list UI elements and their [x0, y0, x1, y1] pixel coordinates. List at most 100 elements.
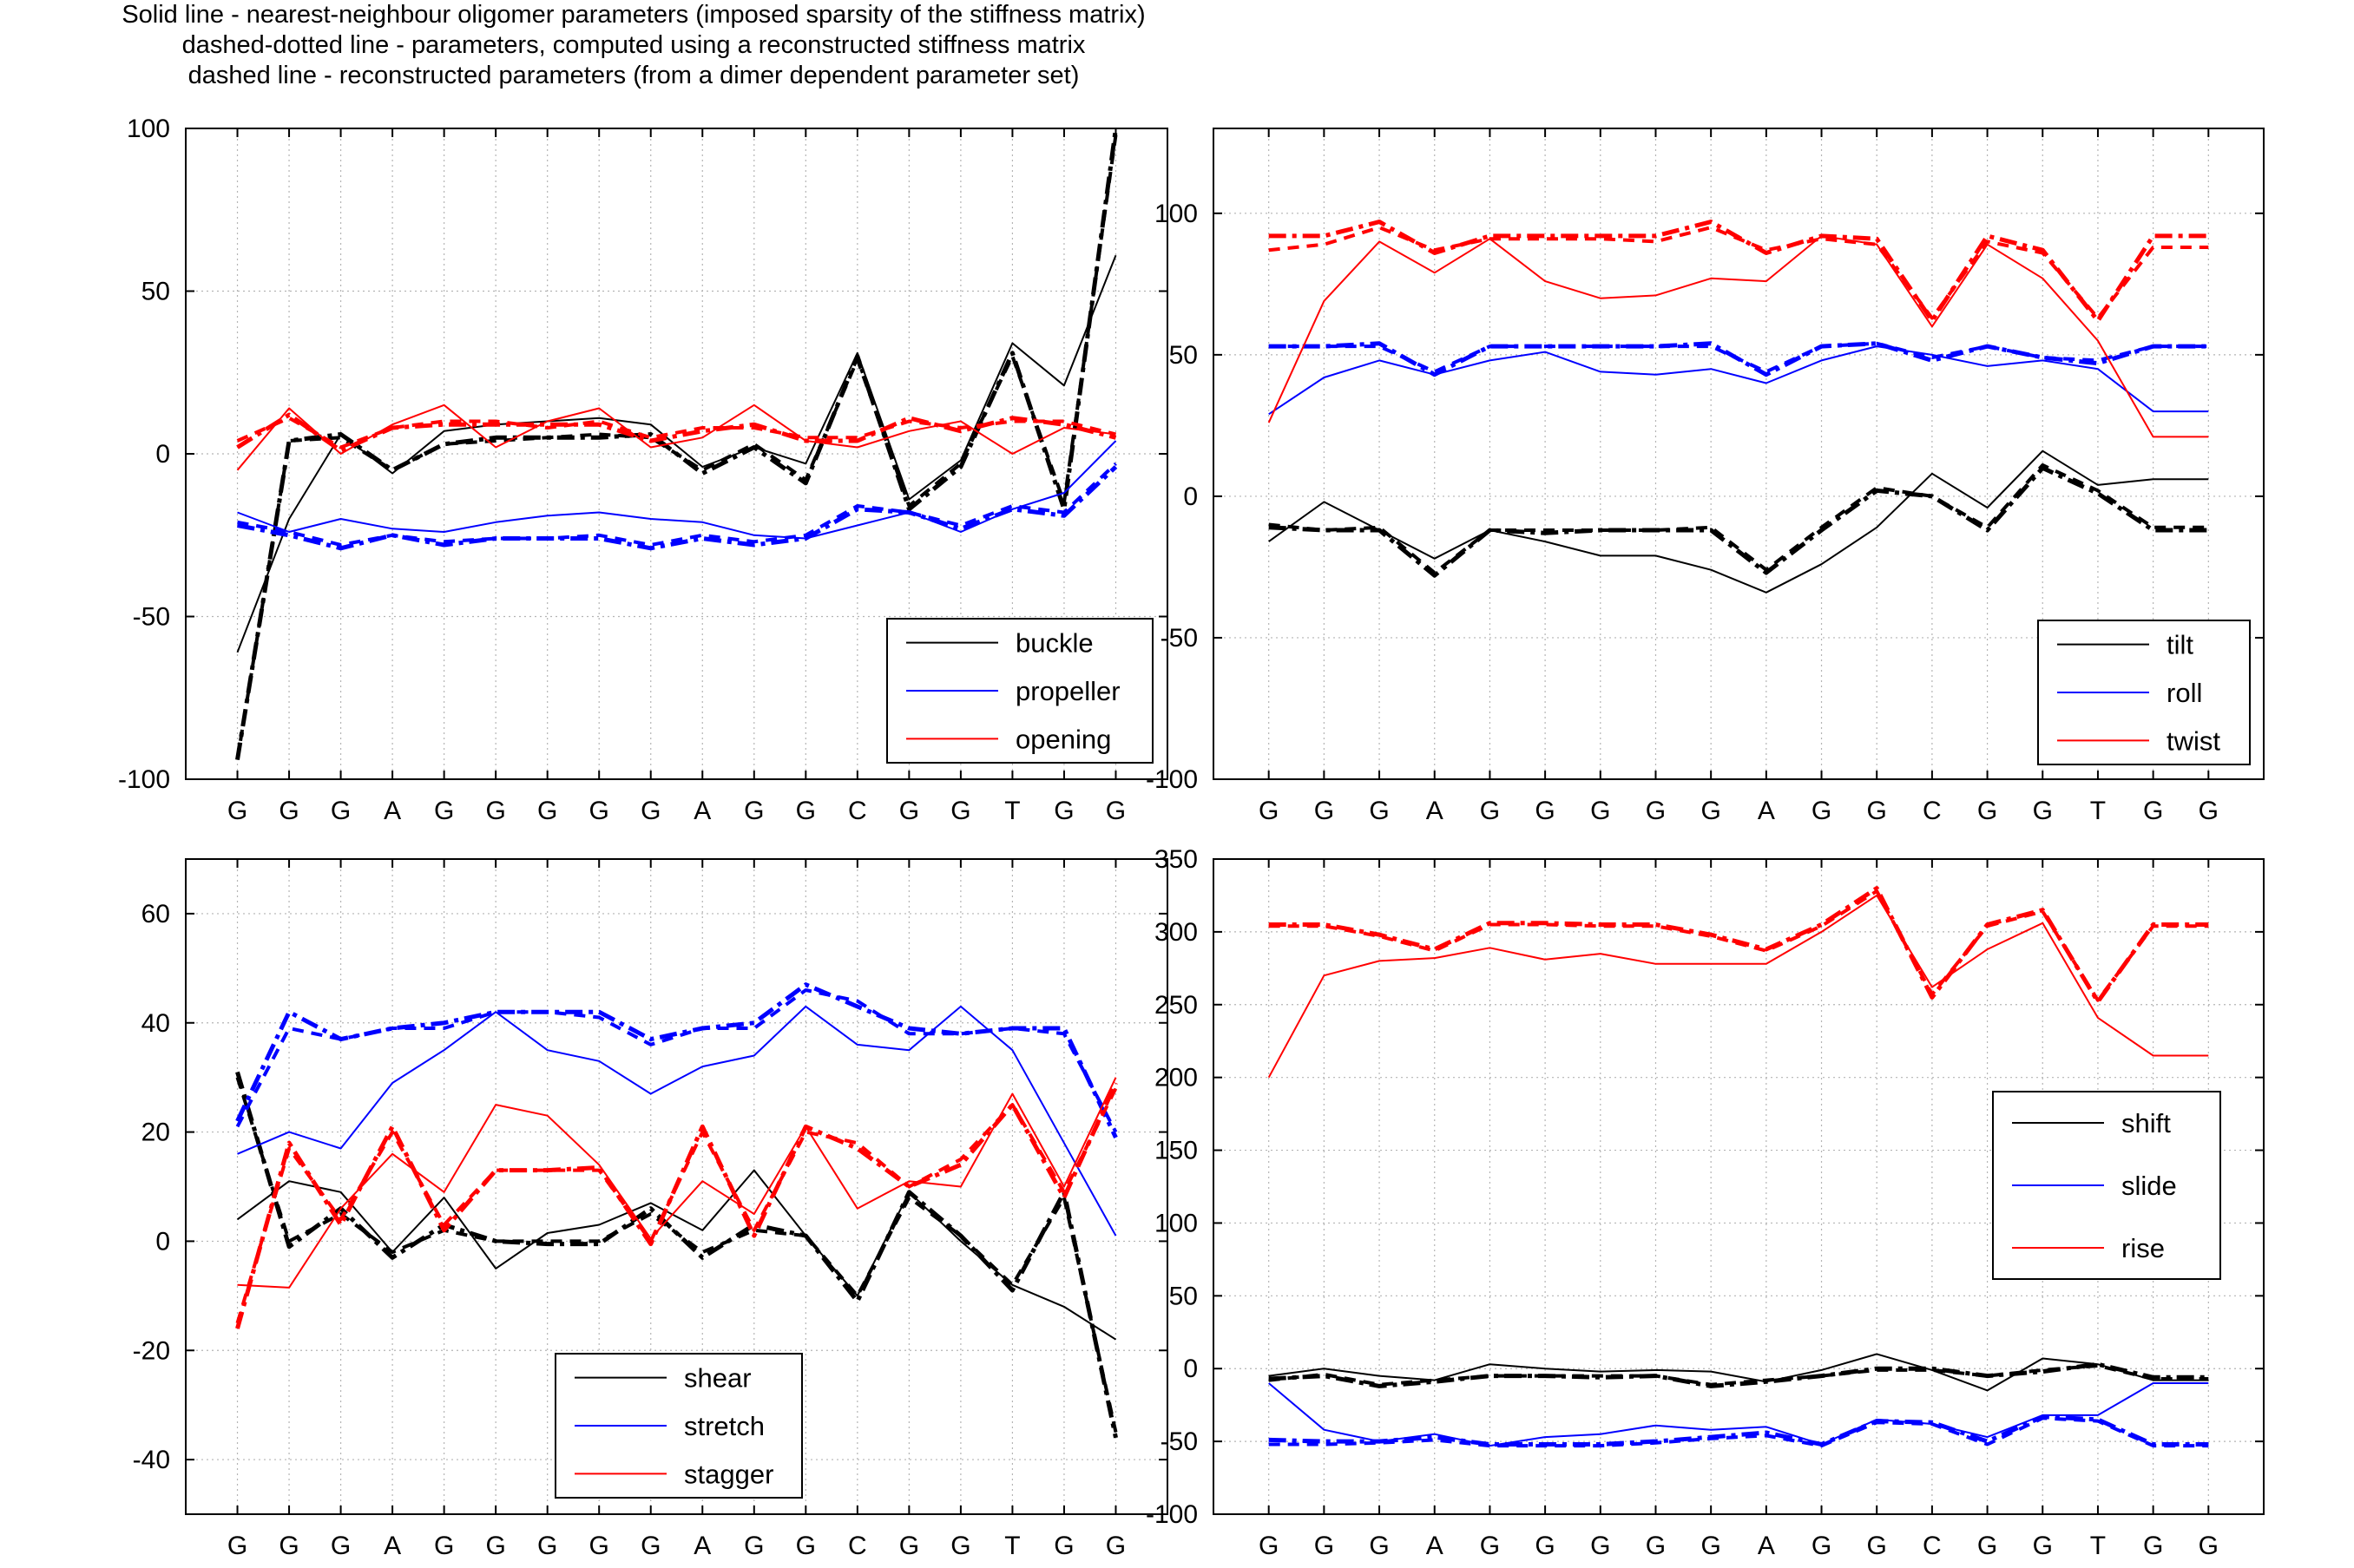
- x-tick-label: G: [1867, 797, 1887, 825]
- x-tick-label: G: [331, 1532, 351, 1560]
- x-tick-label: G: [1590, 1532, 1610, 1560]
- series-line-stagger-dashdot: [235, 1081, 1118, 1329]
- series-line-tilt-solid: [1268, 449, 2209, 594]
- x-tick-label: G: [950, 1532, 970, 1560]
- x-tick-label: G: [1106, 797, 1126, 825]
- y-tick-label: 150: [1154, 1137, 1198, 1165]
- x-tick-label: G: [537, 1532, 557, 1560]
- x-tick-label: G: [899, 797, 919, 825]
- y-tick-label: -50: [1161, 624, 1198, 653]
- y-tick-label: -40: [133, 1446, 170, 1474]
- series-line-roll-solid: [1268, 345, 2209, 416]
- x-tick-label: G: [434, 797, 454, 825]
- x-tick-label: C: [1923, 1532, 1942, 1560]
- x-tick-label: G: [796, 797, 816, 825]
- series-line-slide-dashed: [1268, 1416, 2209, 1448]
- y-tick-label: -100: [1146, 765, 1198, 794]
- y-tick-label: -100: [118, 765, 170, 794]
- y-tick-label: -20: [133, 1336, 170, 1365]
- x-tick-label: G: [1535, 797, 1555, 825]
- series-line-shear-dashed: [235, 1077, 1118, 1434]
- x-tick-label: G: [2143, 1532, 2163, 1560]
- x-tick-label: G: [1480, 797, 1500, 825]
- x-tick-label: G: [485, 797, 505, 825]
- series-line-twist-solid: [1267, 234, 2209, 438]
- x-tick-label: G: [1812, 797, 1831, 825]
- x-tick-label: G: [1369, 1532, 1389, 1560]
- legend-label-tilt: tilt: [2167, 630, 2193, 660]
- x-tick-label: C: [848, 797, 867, 825]
- legend-label-slide: slide: [2121, 1171, 2177, 1201]
- x-tick-label: G: [1977, 1532, 1997, 1560]
- legend-label-opening: opening: [1016, 724, 1111, 754]
- y-tick-label: 60: [141, 900, 170, 928]
- x-tick-label: A: [384, 797, 401, 825]
- series-line-propeller-solid: [237, 440, 1117, 540]
- legend-label-stagger: stagger: [684, 1459, 773, 1489]
- x-tick-label: T: [1004, 797, 1020, 825]
- x-tick-label: G: [1054, 1532, 1074, 1560]
- x-tick-label: G: [589, 1532, 609, 1560]
- y-tick-label: 100: [1154, 1209, 1198, 1237]
- series-line-stagger-dashed: [235, 1087, 1118, 1324]
- y-tick-label: 40: [141, 1009, 170, 1038]
- y-tick-label: 100: [1154, 200, 1198, 228]
- legend-label-twist: twist: [2167, 725, 2220, 756]
- x-tick-label: G: [1259, 797, 1279, 825]
- x-tick-label: A: [1426, 1532, 1443, 1560]
- x-tick-label: G: [1977, 797, 1997, 825]
- x-tick-label: T: [2090, 797, 2106, 825]
- x-tick-label: G: [279, 797, 299, 825]
- title-line-solid: Solid line - nearest-neighbour oligomer …: [122, 1, 1146, 29]
- y-tick-label: -50: [1161, 1427, 1198, 1456]
- x-tick-label: G: [331, 797, 351, 825]
- x-tick-label: G: [1259, 1532, 1279, 1560]
- series-line-propeller-dashed: [237, 462, 1117, 547]
- x-tick-label: G: [641, 797, 661, 825]
- x-tick-label: G: [1535, 1532, 1555, 1560]
- y-tick-label: 20: [141, 1119, 170, 1147]
- x-tick-label: G: [950, 797, 970, 825]
- x-tick-label: A: [1426, 797, 1443, 825]
- x-tick-label: G: [1646, 797, 1666, 825]
- x-tick-label: C: [848, 1532, 867, 1560]
- plot-area-frame: [1213, 858, 2265, 1515]
- x-tick-label: T: [1004, 1532, 1020, 1560]
- series-line-roll-dashed: [1268, 341, 2209, 374]
- x-tick-label: G: [279, 1532, 299, 1560]
- x-tick-label: G: [744, 1532, 764, 1560]
- series-line-rise-dashed: [1268, 889, 2209, 1002]
- x-tick-label: G: [744, 797, 764, 825]
- x-tick-label: G: [589, 797, 609, 825]
- series-line-propeller-dashdot: [237, 465, 1118, 551]
- x-tick-label: G: [1590, 797, 1610, 825]
- x-tick-label: G: [537, 797, 557, 825]
- x-tick-label: G: [641, 1532, 661, 1560]
- legend-label-rise: rise: [2121, 1233, 2165, 1263]
- legend-label-buckle: buckle: [1016, 628, 1094, 659]
- series-line-twist-dashed: [1268, 226, 2209, 320]
- y-tick-label: -100: [1146, 1500, 1198, 1529]
- figure-title-block: Solid line - nearest-neighbour oligomer …: [0, 0, 1267, 91]
- legend-label-stretch: stretch: [684, 1411, 765, 1441]
- series-line-stretch-solid: [237, 1005, 1117, 1237]
- y-tick-label: 200: [1154, 1064, 1198, 1092]
- x-tick-label: G: [2033, 1532, 2053, 1560]
- x-tick-label: G: [1867, 1532, 1887, 1560]
- x-tick-label: C: [1923, 797, 1942, 825]
- x-tick-label: G: [434, 1532, 454, 1560]
- y-tick-label: 300: [1154, 918, 1198, 947]
- y-tick-label: 0: [1183, 1355, 1198, 1383]
- y-tick-label: 50: [1169, 1282, 1198, 1310]
- x-tick-label: G: [227, 1532, 247, 1560]
- x-tick-label: G: [2143, 797, 2163, 825]
- y-tick-label: 50: [141, 278, 170, 306]
- x-tick-label: G: [1700, 797, 1720, 825]
- y-tick-label: 100: [127, 115, 170, 143]
- legend-label-shear: shear: [684, 1363, 752, 1394]
- series-line-buckle-solid: [236, 254, 1117, 653]
- x-tick-label: G: [1700, 1532, 1720, 1560]
- y-tick-label: 0: [155, 1227, 170, 1256]
- x-tick-label: G: [2199, 797, 2219, 825]
